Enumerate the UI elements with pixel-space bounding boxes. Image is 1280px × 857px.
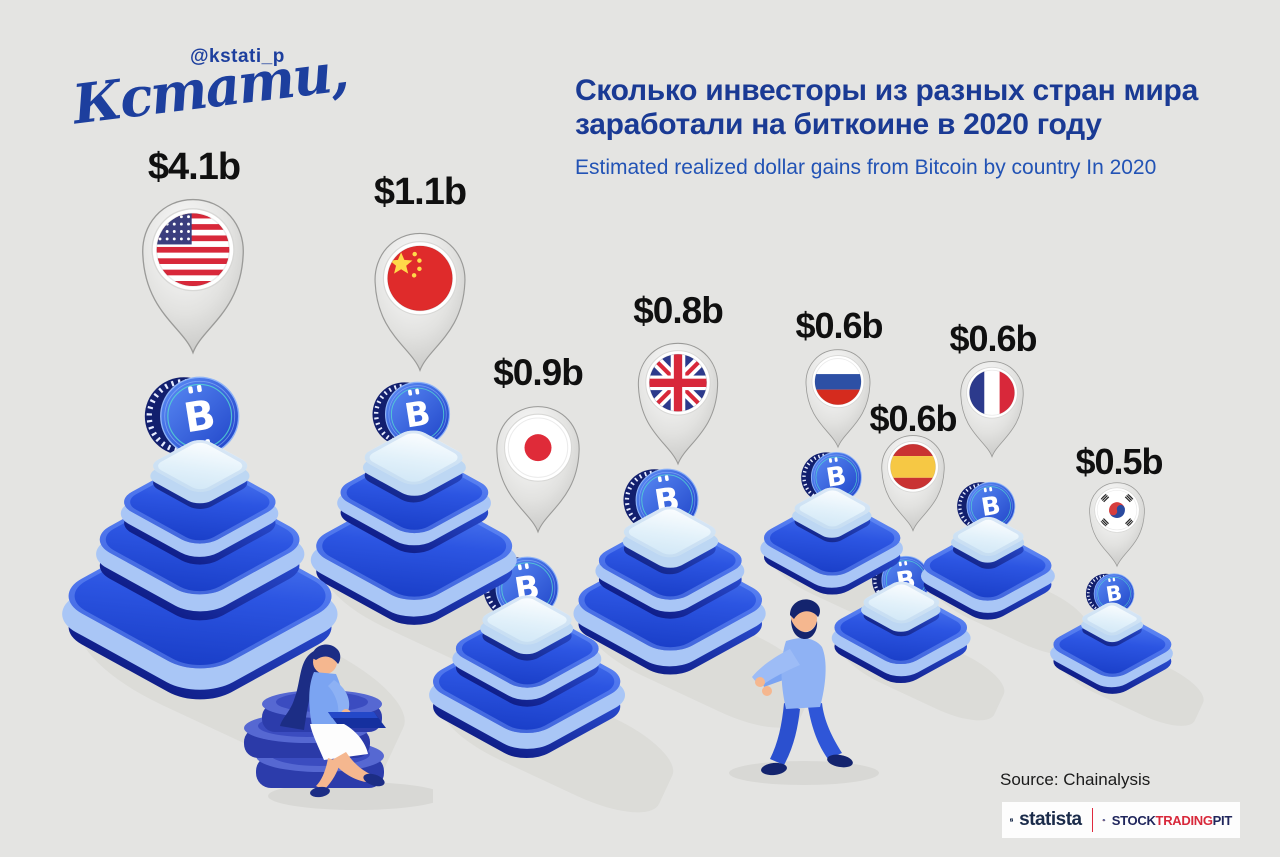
country-fr-map-pin [960, 361, 1024, 459]
country-ru-pyramid-tier-0 [787, 484, 877, 549]
man-with-coin-illustration [729, 599, 879, 785]
country-ru-value-label: $0.6b [795, 305, 883, 346]
svg-text:B: B [402, 393, 433, 436]
statista-icon [1010, 818, 1014, 822]
stocktradingpit-logo: STOCKTRADINGPIT [1111, 812, 1233, 828]
country-cn-pyramid-tier-0 [355, 427, 473, 511]
chart-subtitle: Estimated realized dollar gains from Bit… [575, 156, 1157, 179]
country-jp-map-pin [496, 406, 580, 534]
country-ru-map-pin [805, 349, 871, 449]
country-gb-value-label: $0.8b [633, 290, 724, 331]
country-kr-value-label: $0.5b [1075, 441, 1163, 482]
country-es-value-label: $0.6b [869, 398, 957, 439]
flag-es [890, 444, 936, 490]
woman-on-coins-illustration [244, 644, 433, 810]
flag-kr [1097, 490, 1137, 530]
country-gb-map-pin [637, 342, 719, 466]
country-fr-pyramid-tier-0 [946, 514, 1030, 575]
statista-logo: statista [1019, 809, 1082, 830]
chart-title-line1: Сколько инвесторы из разных стран мира [575, 74, 1198, 107]
country-us-map-pin [142, 199, 244, 355]
country-us-bitcoin-coin: B [145, 376, 240, 456]
source-note: Source: Chainalysis [1000, 770, 1151, 789]
author-handle: @kstati_p [190, 46, 285, 67]
country-us-pyramid-tier-0 [143, 436, 257, 517]
stp-trading: TRADING [1155, 812, 1213, 828]
country-jp-pyramid-tier-0 [473, 591, 581, 668]
chart-title-line2: заработали на биткоине в 2020 году [575, 108, 1102, 141]
flag-ru [814, 358, 862, 406]
publisher-logo-bar: statista STOCKTRADINGPIT [1002, 802, 1240, 838]
chart-title: Сколько инвесторы из разных стран мира з… [575, 74, 1198, 142]
country-gb-pyramid-tier-0 [615, 503, 725, 581]
svg-text:B: B [979, 490, 1002, 522]
svg-text:B: B [1104, 581, 1123, 607]
country-cn-map-pin [374, 232, 466, 372]
stocktradingpit-icon [1102, 818, 1106, 822]
country-us-value-label: $4.1b [147, 146, 241, 188]
flag-cn [387, 245, 453, 311]
flag-gb [649, 354, 707, 412]
stp-stock: STOCK [1111, 812, 1156, 828]
country-cn-value-label: $1.1b [373, 171, 467, 213]
country-kr-pyramid-tier-0 [1076, 600, 1148, 652]
country-fr-value-label: $0.6b [949, 318, 1037, 359]
stp-pit: PIT [1212, 812, 1233, 828]
country-cn-bitcoin-coin: B [372, 381, 451, 447]
country-kr-map-pin [1089, 482, 1145, 568]
country-es-map-pin [881, 435, 945, 533]
flag-jp [508, 418, 568, 478]
flag-fr [969, 370, 1015, 416]
country-jp-value-label: $0.9b [493, 352, 584, 393]
svg-text:B: B [181, 390, 219, 442]
